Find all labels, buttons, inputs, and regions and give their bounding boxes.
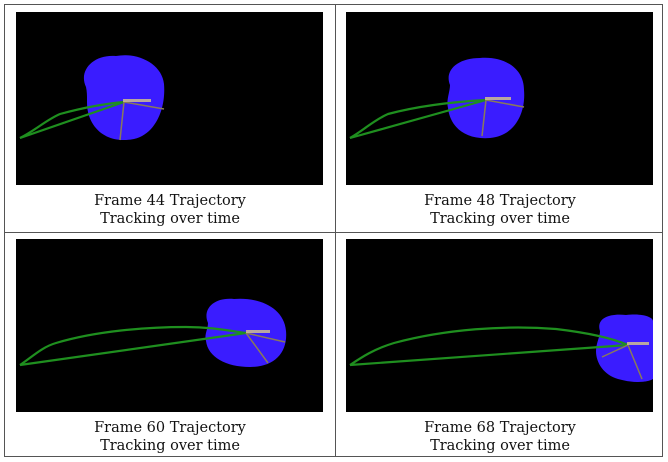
tracking-label — [627, 342, 649, 345]
tracking-label — [485, 97, 511, 100]
caption-title: Frame 44 Trajectory — [94, 193, 246, 209]
trajectory-line — [349, 98, 487, 140]
caption-subtitle: Tracking over time — [430, 211, 570, 227]
caption-title: Frame 68 Trajectory — [424, 420, 576, 436]
tracked-object-blob — [596, 314, 653, 382]
figure-grid — [4, 4, 663, 457]
frame-68-scene — [349, 314, 653, 382]
frame-48-scene — [349, 57, 525, 140]
frame-44-scene — [19, 55, 165, 141]
axis-x — [245, 332, 286, 343]
trajectory-curve — [19, 325, 247, 366]
caption-frame-48: Frame 48 Trajectory Tracking over time — [335, 192, 665, 228]
frame-44-image — [16, 12, 323, 185]
caption-frame-44: Frame 44 Trajectory Tracking over time — [5, 192, 335, 228]
caption-subtitle: Tracking over time — [430, 438, 570, 454]
grid-divider-vertical — [335, 5, 336, 456]
trajectory-curve — [349, 98, 487, 139]
frame-48-image — [346, 12, 653, 185]
trajectory-line — [19, 100, 125, 140]
axis-y — [119, 101, 125, 141]
axis-x — [123, 101, 165, 110]
caption-frame-60: Frame 60 Trajectory Tracking over time — [5, 419, 335, 455]
caption-title: Frame 60 Trajectory — [94, 420, 246, 436]
tracked-object-blob — [83, 55, 165, 141]
axis-x — [485, 99, 525, 108]
grid-divider-horizontal — [5, 232, 662, 233]
trajectory-curve — [19, 100, 125, 139]
caption-subtitle: Tracking over time — [100, 438, 240, 454]
tracking-label — [246, 330, 270, 333]
axis-y — [245, 332, 269, 364]
frame-68-image — [346, 239, 653, 412]
caption-title: Frame 48 Trajectory — [424, 193, 576, 209]
tracking-label — [123, 99, 151, 102]
caption-frame-68: Frame 68 Trajectory Tracking over time — [335, 419, 665, 455]
trajectory-line — [349, 343, 629, 367]
frame-60-image — [16, 239, 323, 412]
axis-y — [481, 99, 487, 137]
axis-y — [627, 344, 643, 380]
axis-x — [601, 344, 629, 358]
trajectory-line — [19, 331, 247, 367]
caption-subtitle: Tracking over time — [100, 211, 240, 227]
trajectory-curve — [349, 326, 629, 366]
frame-60-scene — [19, 298, 287, 367]
